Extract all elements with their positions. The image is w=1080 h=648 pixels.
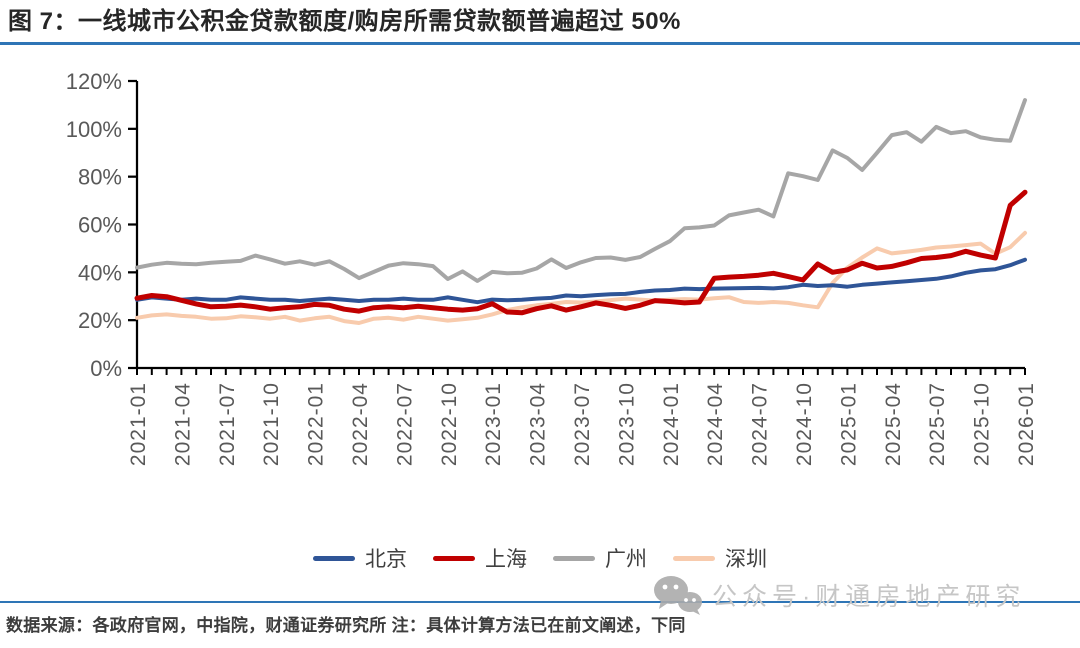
watermark: 公众号·财通房地产研究 bbox=[652, 574, 1025, 616]
series-line-beijing bbox=[135, 257, 1027, 305]
x-tick-label: 2021-01 bbox=[127, 382, 150, 466]
x-tick-label: 2025-10 bbox=[971, 382, 994, 466]
x-tick-label: 2024-04 bbox=[704, 382, 727, 466]
chart-legend: 北京 上海 广州 深圳 bbox=[0, 543, 1080, 573]
source-note: 数据来源：各政府官网，中指院，财通证券研究所 注：具体计算方法已在前文阐述，下同 bbox=[6, 616, 686, 635]
x-tick-label: 2023-10 bbox=[615, 382, 638, 466]
x-tick-label: 2022-10 bbox=[438, 382, 461, 466]
x-tick-label: 2021-07 bbox=[216, 382, 239, 466]
legend-swatch-shenzhen bbox=[673, 555, 715, 561]
y-tick-label: 100% bbox=[66, 117, 122, 142]
legend-label-guangzhou: 广州 bbox=[605, 548, 647, 571]
wechat-icon bbox=[654, 576, 702, 615]
x-tick-label: 2021-10 bbox=[260, 382, 283, 466]
legend-label-shenzhen: 深圳 bbox=[725, 548, 767, 571]
x-tick-label: 2022-01 bbox=[305, 382, 328, 466]
legend-swatch-beijing bbox=[313, 555, 355, 561]
x-tick-label: 2022-07 bbox=[393, 382, 416, 466]
x-tick-label: 2024-07 bbox=[749, 382, 772, 466]
y-tick-label: 20% bbox=[78, 308, 122, 333]
line-chart: 0% 20% 40% 60% 80% 100% 120% 2021-01 2021-04 2021… bbox=[66, 69, 1038, 466]
x-tick-label: 2021-04 bbox=[171, 382, 194, 466]
x-tick-label: 2023-04 bbox=[527, 382, 550, 466]
figure-title: 图 7：一线城市公积金贷款额度/购房所需贷款额普遍超过 50% bbox=[8, 8, 681, 35]
y-tick-label: 60% bbox=[78, 213, 122, 238]
x-tick-label: 2026-01 bbox=[1015, 382, 1038, 466]
series-line-guangzhou bbox=[135, 98, 1027, 283]
title-rule bbox=[0, 42, 1080, 45]
y-tick-label: 80% bbox=[78, 165, 122, 190]
bottom-rule bbox=[0, 601, 1080, 603]
x-tick-label: 2025-01 bbox=[837, 382, 860, 466]
legend-item-shenzhen: 深圳 bbox=[673, 543, 767, 573]
x-tick-label: 2022-04 bbox=[349, 382, 372, 466]
x-tick-label: 2025-07 bbox=[926, 382, 949, 466]
legend-label-beijing: 北京 bbox=[365, 548, 407, 571]
legend-item-beijing: 北京 bbox=[313, 543, 407, 573]
x-tick-label: 2023-01 bbox=[482, 382, 505, 466]
x-tick-label: 2024-01 bbox=[660, 382, 683, 466]
legend-label-shanghai: 上海 bbox=[485, 548, 527, 571]
legend-swatch-shanghai bbox=[433, 555, 475, 561]
y-tick-label: 120% bbox=[66, 69, 122, 94]
watermark-text: 公众号·财通房地产研究 bbox=[712, 583, 1026, 611]
x-tick-label: 2025-04 bbox=[882, 382, 905, 466]
series-line-shanghai bbox=[134, 189, 1028, 316]
legend-swatch-guangzhou bbox=[553, 555, 595, 561]
y-tick-label: 40% bbox=[78, 260, 122, 285]
legend-item-guangzhou: 广州 bbox=[553, 543, 647, 573]
x-tick-label: 2023-07 bbox=[571, 382, 594, 466]
y-tick-label: 0% bbox=[90, 356, 122, 381]
series-line-shenzhen bbox=[135, 230, 1027, 325]
legend-item-shanghai: 上海 bbox=[433, 543, 527, 573]
x-tick-label: 2024-10 bbox=[793, 382, 816, 466]
